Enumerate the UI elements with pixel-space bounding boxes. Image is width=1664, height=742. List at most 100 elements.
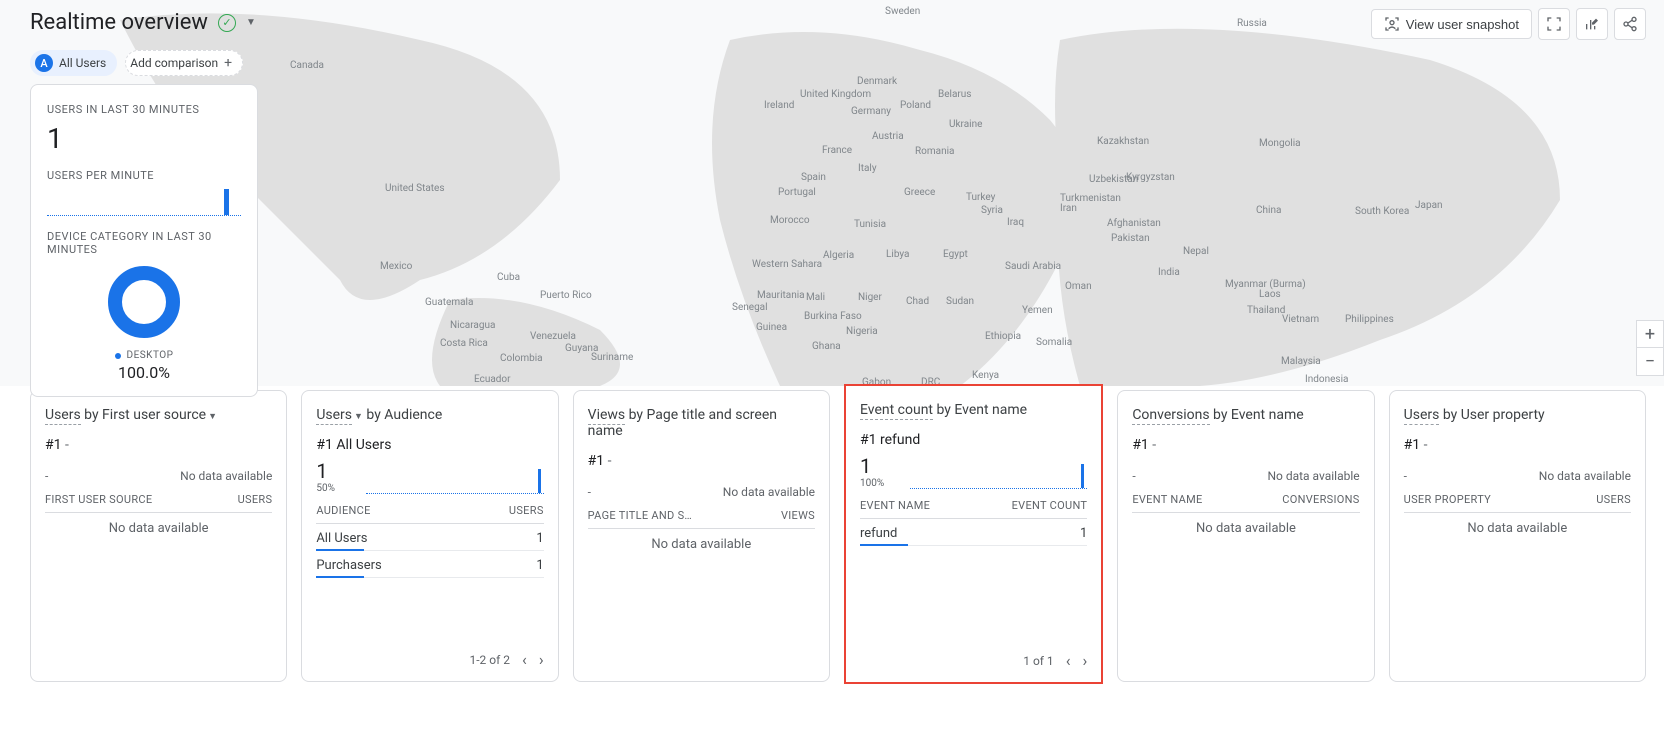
dimension-caret-icon[interactable]: ▼: [208, 412, 217, 422]
card-by-label: by First user source: [81, 407, 206, 423]
map-country-label: China: [1256, 205, 1281, 216]
map-country-label: Austria: [872, 131, 904, 142]
map-country-label: France: [822, 145, 852, 156]
pager-next-icon[interactable]: ›: [539, 650, 544, 669]
metric-card: Users by First user source▼#1 --No data …: [30, 390, 287, 682]
card-by-label: by Event name: [1210, 407, 1304, 423]
map-country-label: Germany: [851, 106, 891, 117]
table-header: USER PROPERTYUSERS: [1404, 493, 1631, 513]
map-country-label: Senegal: [732, 302, 768, 313]
map-country-label: Ukraine: [949, 119, 982, 130]
card-title[interactable]: Users by First user source▼: [45, 407, 272, 423]
card-title[interactable]: Conversions by Event name: [1132, 407, 1359, 423]
map-country-label: Kyrgyzstan: [1126, 172, 1175, 183]
map-country-label: Kenya: [972, 370, 999, 381]
map-country-label: Japan: [1415, 200, 1443, 211]
map-country-label: Western Sahara: [752, 259, 822, 270]
map-country-label: Belarus: [938, 89, 971, 100]
map-country-label: Suriname: [591, 352, 633, 363]
card-metric[interactable]: Users: [45, 407, 81, 425]
device-category-label: DEVICE CATEGORY IN LAST 30 MINUTES: [47, 230, 241, 256]
device-donut-wrap: DESKTOP 100.0%: [47, 266, 241, 382]
map-country-label: Malaysia: [1281, 356, 1321, 367]
device-donut-chart: [108, 266, 180, 338]
rank-line: #1 -: [1132, 437, 1359, 453]
map-country-label: Mongolia: [1259, 138, 1301, 149]
card-sparkline: [366, 466, 543, 494]
chip-label: All Users: [59, 56, 106, 70]
map-country-label: South Korea: [1355, 206, 1409, 217]
map-country-label: Somalia: [1036, 337, 1072, 348]
map-country-label: Russia: [1237, 18, 1267, 29]
users-30min-value: 1: [47, 122, 241, 155]
stat-left: 150%: [316, 459, 356, 494]
card-metric[interactable]: Event count: [860, 402, 933, 420]
map-country-label: Iraq: [1007, 217, 1024, 228]
col2: VIEWS: [781, 509, 815, 522]
chart-edit-icon: [1584, 16, 1600, 32]
table-header: PAGE TITLE AND S… VIEWS: [588, 509, 815, 529]
pager: 1-2 of 2‹›: [316, 650, 543, 669]
card-metric[interactable]: Users: [316, 407, 352, 425]
stat-row: 150%: [316, 459, 543, 494]
pager-prev-icon[interactable]: ‹: [522, 650, 527, 669]
card-metric[interactable]: Users: [1404, 407, 1440, 425]
map-country-label: Colombia: [500, 353, 543, 364]
chip-add-comparison[interactable]: Add comparison +: [125, 50, 243, 76]
card-by-label: by Event name: [933, 402, 1027, 418]
card-by-label: by User property: [1439, 407, 1544, 423]
snapshot-label: View user snapshot: [1406, 17, 1519, 32]
spark-bar: [224, 189, 229, 215]
map-country-label: Ireland: [764, 100, 794, 111]
map-country-label: Kazakhstan: [1097, 136, 1149, 147]
map-country-label: Puerto Rico: [540, 290, 592, 301]
top-actions: View user snapshot: [1371, 8, 1646, 40]
table-row[interactable]: Purchasers 1: [316, 551, 543, 578]
metric-card: Views by Page title and screen name#1 --…: [573, 390, 830, 682]
insights-button[interactable]: [1576, 8, 1608, 40]
fullscreen-button[interactable]: [1538, 8, 1570, 40]
row-name: refund: [860, 526, 897, 541]
zoom-out-button[interactable]: −: [1636, 348, 1664, 376]
map-country-label: Tunisia: [854, 219, 886, 230]
share-button[interactable]: [1614, 8, 1646, 40]
map-country-label: Libya: [886, 249, 909, 260]
pager-next-icon[interactable]: ›: [1083, 651, 1088, 670]
map-country-label: Mali: [806, 292, 825, 303]
map-country-label: Burkina Faso: [804, 311, 862, 322]
table-row[interactable]: refund1: [860, 519, 1087, 546]
card-title[interactable]: Users by User property: [1404, 407, 1631, 423]
table-row[interactable]: All Users1: [316, 524, 543, 551]
col1: PAGE TITLE AND S…: [588, 509, 692, 522]
map-country-label: Sweden: [885, 6, 920, 17]
map-country-label: Afghanistan: [1107, 218, 1161, 229]
card-metric[interactable]: Conversions: [1132, 407, 1209, 425]
row-name: Purchasers: [316, 558, 381, 573]
map-country-label: Turkey: [966, 192, 995, 203]
metric-caret-icon[interactable]: ▼: [354, 412, 363, 422]
no-data-top: -No data available: [588, 485, 815, 499]
no-data-top: -No data available: [1132, 469, 1359, 483]
map-country-label: Poland: [900, 100, 931, 111]
title-dropdown-caret[interactable]: ▼: [246, 17, 256, 28]
card-title[interactable]: Users▼ by Audience: [316, 407, 543, 423]
map-country-label: Guatemala: [425, 297, 473, 308]
map-zoom-controls: + −: [1636, 320, 1664, 376]
col1: FIRST USER SOURCE: [45, 493, 152, 506]
col2: EVENT COUNT: [1012, 499, 1088, 512]
users-30min-label: USERS IN LAST 30 MINUTES: [47, 103, 241, 116]
metric-cards-row: Users by First user source▼#1 --No data …: [30, 390, 1646, 684]
chip-all-users[interactable]: A All Users: [30, 50, 117, 76]
zoom-in-button[interactable]: +: [1636, 320, 1664, 348]
pager-prev-icon[interactable]: ‹: [1066, 651, 1071, 670]
stat-left: 1100%: [860, 454, 900, 489]
card-title[interactable]: Event count by Event name: [860, 402, 1087, 418]
map-country-label: Indonesia: [1305, 374, 1348, 385]
rank-line: #1 refund: [860, 432, 1087, 448]
card-title[interactable]: Views by Page title and screen name: [588, 407, 815, 439]
stat-row: 1100%: [860, 454, 1087, 489]
row-value: 1: [536, 558, 543, 573]
view-snapshot-button[interactable]: View user snapshot: [1371, 9, 1532, 39]
page-header: Realtime overview ✓ ▼: [30, 10, 256, 35]
stat-pct: 100%: [860, 478, 884, 489]
